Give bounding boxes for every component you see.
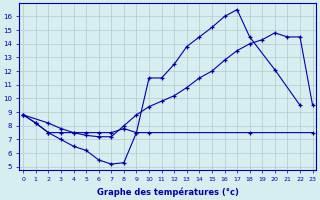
X-axis label: Graphe des températures (°c): Graphe des températures (°c) [97, 188, 239, 197]
